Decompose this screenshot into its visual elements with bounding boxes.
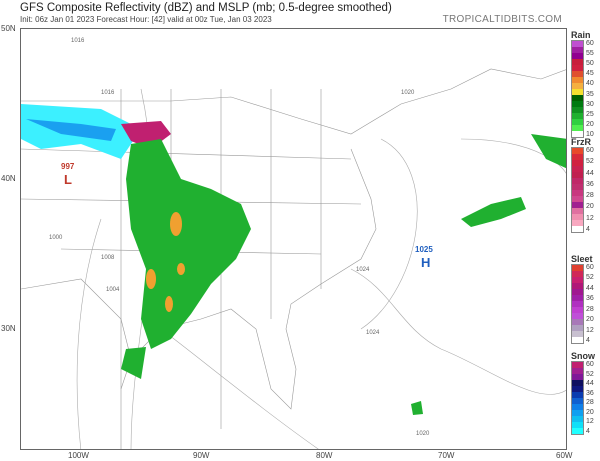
legend-tick: 60	[586, 264, 594, 271]
legend-tick: 52	[586, 158, 594, 166]
legend-tick: 55	[586, 50, 594, 58]
svg-text:H: H	[421, 255, 430, 270]
legend-tick: 52	[586, 370, 594, 378]
isobar-label: 1016	[101, 90, 115, 96]
legend-tick: 20	[586, 316, 594, 324]
legend-tick: 4	[586, 427, 590, 435]
legend-tick: 35	[586, 90, 594, 98]
legend-tick: 60	[586, 361, 594, 368]
legend-tick: 12	[586, 214, 594, 222]
legend-tick: 60	[586, 147, 594, 154]
legend-tick: 36	[586, 295, 594, 303]
lon-label: 70W	[438, 451, 455, 460]
legend-title: Sleet	[571, 254, 593, 264]
legend-tick: 52	[586, 274, 594, 282]
isobar-labels: 1016 1016 1020 1024 1024 1008 1004 1000 …	[49, 38, 430, 437]
isobar-label: 1004	[106, 287, 120, 293]
legend-tick: 50	[586, 60, 594, 68]
svg-text:L: L	[64, 172, 72, 187]
legend-tick: 25	[586, 110, 594, 118]
legend-tick: 44	[586, 380, 594, 388]
map-canvas: 1016 1016 1020 1024 1024 1008 1004 1000 …	[21, 38, 566, 449]
isobar-label: 1024	[366, 330, 380, 336]
legend-title: Rain	[571, 30, 591, 40]
brand-watermark: TROPICALTIDBITS.COM	[442, 14, 562, 25]
lon-label: 80W	[316, 451, 333, 460]
lon-label: 100W	[68, 451, 89, 460]
low-pressure-center: 997 L	[61, 162, 75, 187]
legend-tick: 45	[586, 70, 594, 78]
legend-tick: 44	[586, 169, 594, 177]
lat-label: 50N	[1, 24, 16, 33]
legend-title: Snow	[571, 351, 595, 361]
legend-tick: 36	[586, 389, 594, 397]
legend-tick: 20	[586, 120, 594, 128]
svg-text:997: 997	[61, 162, 75, 171]
legend-tick: 40	[586, 80, 594, 88]
isobar-label: 1016	[71, 38, 85, 44]
rain-areas	[121, 134, 566, 415]
legend-tick: 28	[586, 192, 594, 200]
legend-tick: 36	[586, 180, 594, 188]
legend-tick: 4	[586, 225, 590, 233]
colorbar	[571, 264, 584, 344]
legend-frzr: FrzR 60 52 44 36 28 20 12 4	[571, 137, 599, 233]
high-pressure-center: 1025 H	[415, 245, 433, 270]
legend-tick: 12	[586, 326, 594, 334]
legend-tick: 20	[586, 203, 594, 211]
lon-label: 60W	[556, 451, 573, 460]
legend-rain: Rain 60 55 50 45 40 35 30 25 20 10	[571, 30, 599, 138]
legend-tick: 10	[586, 130, 594, 138]
map-title: GFS Composite Reflectivity (dBZ) and MSL…	[20, 2, 392, 14]
isobar-label: 1020	[401, 90, 415, 96]
legend-tick: 60	[586, 40, 594, 47]
legend-tick: 28	[586, 399, 594, 407]
legend-tick: 12	[586, 418, 594, 426]
legend-snow: Snow 60 52 44 36 28 20 12 4	[571, 351, 599, 435]
reflectivity-map: 1016 1016 1020 1024 1024 1008 1004 1000 …	[20, 28, 567, 450]
legend-tick: 4	[586, 336, 590, 344]
isobar-label: 1024	[356, 267, 370, 273]
snow-band	[21, 104, 141, 159]
colorbar	[571, 361, 584, 435]
lon-label: 90W	[193, 451, 210, 460]
svg-text:1025: 1025	[415, 245, 433, 254]
legend-title: FrzR	[571, 137, 591, 147]
heavy-rain-cores	[146, 212, 185, 312]
map-subtitle: Init: 06z Jan 01 2023 Forecast Hour: [42…	[20, 15, 272, 24]
isobar-label: 1020	[416, 431, 430, 437]
legend-tick: 28	[586, 305, 594, 313]
legend-tick: 44	[586, 284, 594, 292]
isobar-label: 1000	[49, 235, 63, 241]
legend-sleet: Sleet 60 52 44 36 28 20 12 4	[571, 254, 599, 344]
isobar-label: 1008	[101, 255, 115, 261]
legend-tick: 20	[586, 408, 594, 416]
legend-tick: 30	[586, 100, 594, 108]
colorbar	[571, 40, 584, 138]
colorbar	[571, 147, 584, 233]
lat-label: 30N	[1, 324, 16, 333]
lat-label: 40N	[1, 174, 16, 183]
